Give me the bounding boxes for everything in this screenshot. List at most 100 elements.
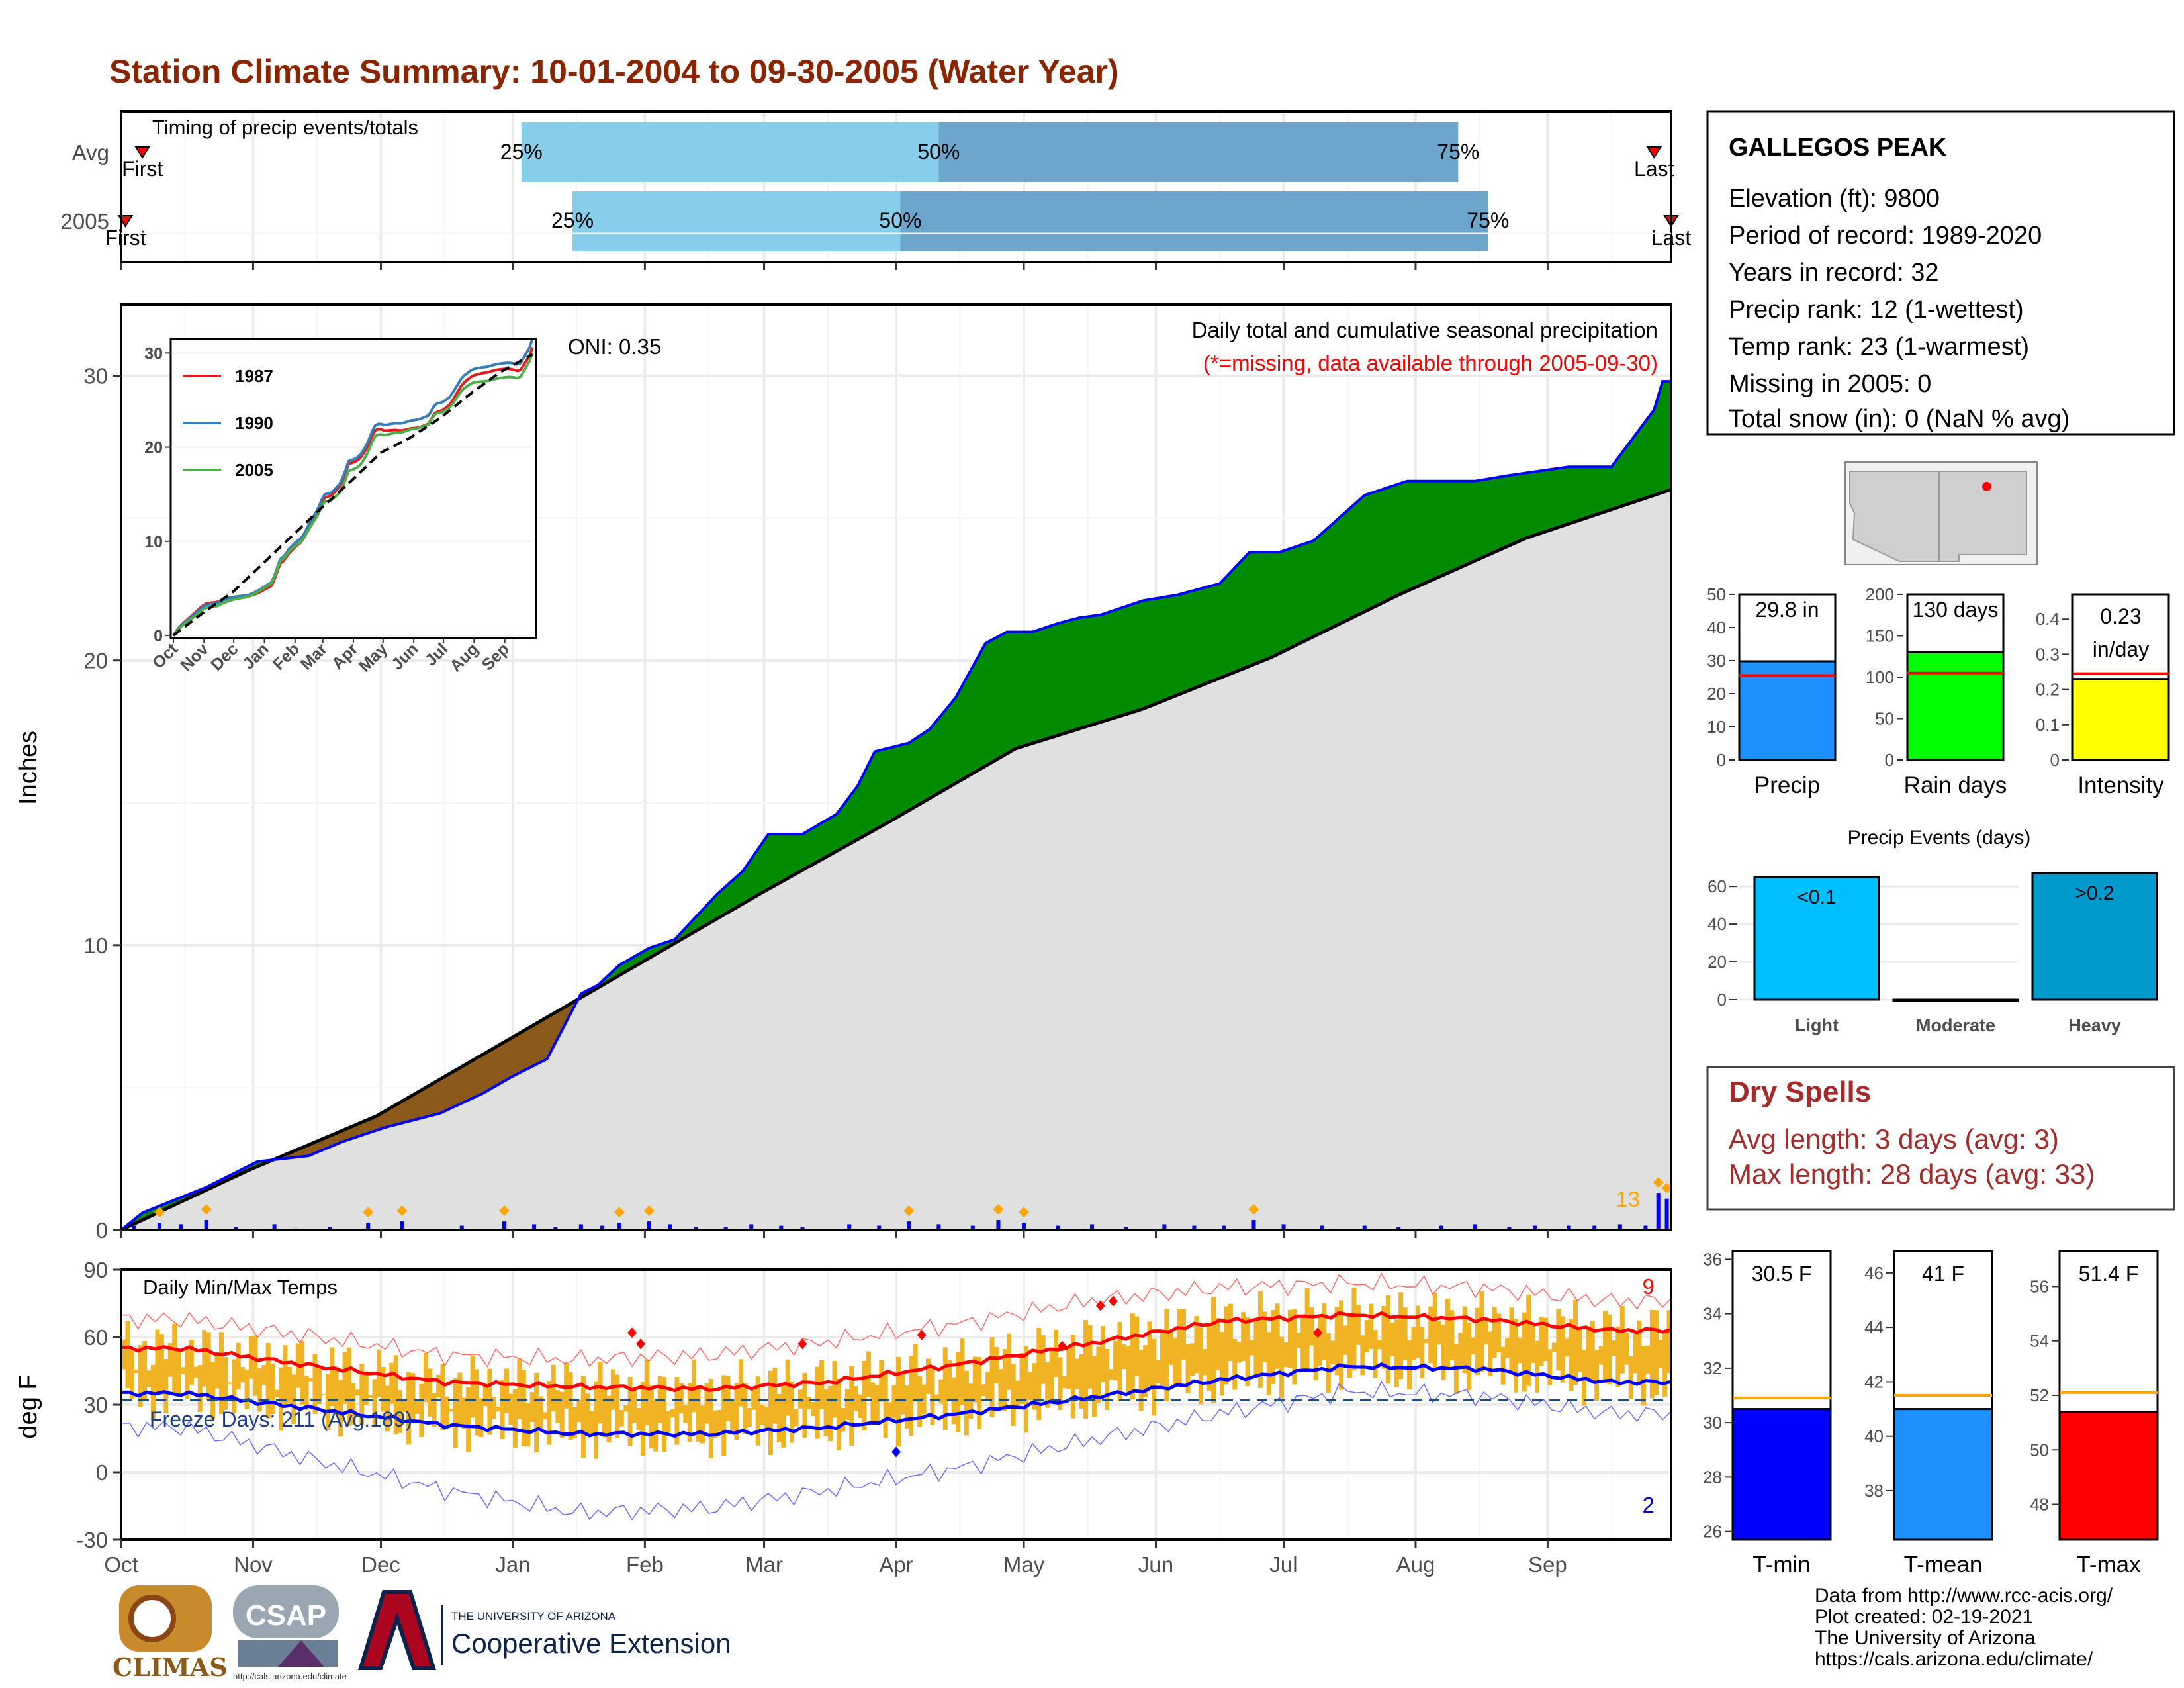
daily-temp-bar [815, 1366, 820, 1439]
daily-temp-bar [223, 1357, 228, 1410]
summary-bar-Rain days [1906, 651, 2005, 761]
daily-temp-bar [304, 1376, 309, 1410]
daily-temp-bar [466, 1387, 471, 1452]
daily-precip-bar [877, 1225, 882, 1230]
daily-temp-bar [1381, 1305, 1387, 1369]
daily-precip-bar [1592, 1225, 1597, 1230]
summary-bar-charts: 0 10 20 30 40 50 29.8 in Precip 0 50 100 150 200 130 … [1707, 585, 2170, 798]
daily-temp-bar [738, 1359, 743, 1407]
precip-missing-note: (*=missing, data available through 2005-… [1203, 351, 1658, 375]
daily-temp-bar [330, 1347, 335, 1406]
timing-first-label-Avg: First [122, 157, 163, 181]
daily-temp-bar [500, 1380, 505, 1439]
daily-temp-bar [1603, 1311, 1608, 1383]
daily-temp-bar [1496, 1313, 1502, 1352]
daily-temp-bar [747, 1408, 752, 1427]
temp-summary-value-T-min: 30.5 F [1752, 1262, 1812, 1286]
daily-temp-bar [942, 1347, 948, 1430]
daily-temp-bar [636, 1408, 641, 1430]
timing-row-label-avg: Avg [72, 140, 109, 165]
daily-temp-bar [1232, 1338, 1238, 1390]
daily-temp-bar [555, 1390, 561, 1423]
daily-temp-bar [342, 1352, 347, 1404]
daily-temp-bar [823, 1389, 829, 1436]
daily-temp-bar [1398, 1292, 1404, 1379]
daily-temp-bar [1573, 1299, 1578, 1385]
daily-temp-bar [210, 1361, 216, 1420]
daily-precip-bar [1222, 1225, 1226, 1230]
daily-precip-bar [800, 1227, 805, 1230]
dry-spells-title: Dry Spells [1729, 1076, 1871, 1108]
daily-temp-bar [1432, 1292, 1437, 1370]
daily-temp-bar [1117, 1321, 1122, 1401]
daily-temp-bar [1317, 1314, 1322, 1366]
daily-temp-bar [206, 1332, 211, 1400]
month-label-May: May [1003, 1552, 1045, 1577]
station-missing: Missing in 2005: 0 [1729, 370, 1931, 398]
daily-temp-bar [781, 1383, 786, 1448]
daily-temp-bar [1513, 1319, 1518, 1393]
daily-temp-bar [1641, 1346, 1646, 1406]
daily-temp-bar [385, 1385, 390, 1432]
daily-temp-bar [1662, 1331, 1668, 1397]
daily-temp-bar [185, 1350, 190, 1399]
daily-temp-bar [419, 1383, 424, 1438]
daily-temp-bar [1130, 1313, 1135, 1400]
daily-temp-bar [960, 1338, 965, 1405]
daily-temp-bar [1049, 1347, 1054, 1399]
daily-temp-bar [683, 1404, 688, 1423]
daily-temp-bar [517, 1358, 522, 1419]
temp-summary-value-T-mean: 41 F [1922, 1262, 1964, 1286]
daily-temp-bar [1019, 1352, 1024, 1404]
daily-temp-bar [355, 1389, 360, 1396]
month-label-Nov: Nov [234, 1552, 273, 1577]
daily-temp-bar [270, 1363, 275, 1415]
daily-temp-bar [176, 1351, 181, 1395]
daily-temp-bar [1219, 1331, 1224, 1396]
inset-legend: 1987 1990 2005 [183, 366, 273, 480]
daily-precip-marker [903, 1205, 915, 1217]
daily-temp-bar [1347, 1315, 1352, 1378]
timing-last-label-Avg: Last [1634, 157, 1674, 181]
daily-temp-bar [1122, 1344, 1126, 1370]
daily-temp-bar [1500, 1346, 1506, 1385]
daily-temp-bar [844, 1389, 850, 1420]
temp-ytick-label-1: 0 [96, 1460, 108, 1485]
daily-precip-marker [1661, 1182, 1672, 1194]
daily-temp-bar [1479, 1291, 1484, 1372]
daily-temp-bar [1509, 1307, 1514, 1375]
dry-spells-box: Dry Spells Avg length: 3 days (avg: 3) M… [1706, 1066, 2175, 1211]
summary-ytick-label-1-0: 0 [1885, 750, 1894, 770]
daily-temp-bar [193, 1366, 199, 1378]
daily-temp-bar [146, 1370, 152, 1387]
daily-temp-bar [1619, 1306, 1625, 1374]
daily-temp-bar [393, 1355, 398, 1435]
daily-temp-bar [265, 1342, 271, 1419]
daily-temp-bar [1543, 1317, 1548, 1362]
events-bar-Moderate [1892, 998, 2019, 1002]
daily-temp-bar [316, 1368, 322, 1405]
daily-temp-bar [674, 1377, 680, 1445]
inset-line-2005 [172, 352, 534, 637]
daily-temp-bar [1028, 1372, 1033, 1401]
daily-temp-bar [589, 1411, 594, 1435]
daily-temp-bar [1300, 1317, 1306, 1370]
daily-temp-bar [1262, 1311, 1267, 1363]
precip-ytick-label-2: 20 [83, 649, 108, 673]
daily-temp-bar [291, 1374, 296, 1425]
daily-temp-bar [580, 1376, 586, 1458]
timing-row-label-year: 2005 [61, 209, 109, 234]
daily-temp-bar [1467, 1322, 1472, 1391]
daily-precip-bar [179, 1224, 183, 1230]
daily-precip-bar [723, 1227, 728, 1230]
temp-summary-ytick-label-1-4: 46 [1864, 1263, 1884, 1283]
temp-summary-label-T-max: T-max [2076, 1552, 2141, 1577]
daily-temp-bar [1492, 1307, 1497, 1358]
record-high-marker [627, 1327, 637, 1338]
daily-temp-bar [989, 1337, 995, 1417]
daily-temp-bar [755, 1376, 760, 1446]
daily-temp-bar [1565, 1338, 1570, 1357]
daily-temp-bar [632, 1389, 637, 1423]
daily-temp-bar [811, 1402, 816, 1417]
